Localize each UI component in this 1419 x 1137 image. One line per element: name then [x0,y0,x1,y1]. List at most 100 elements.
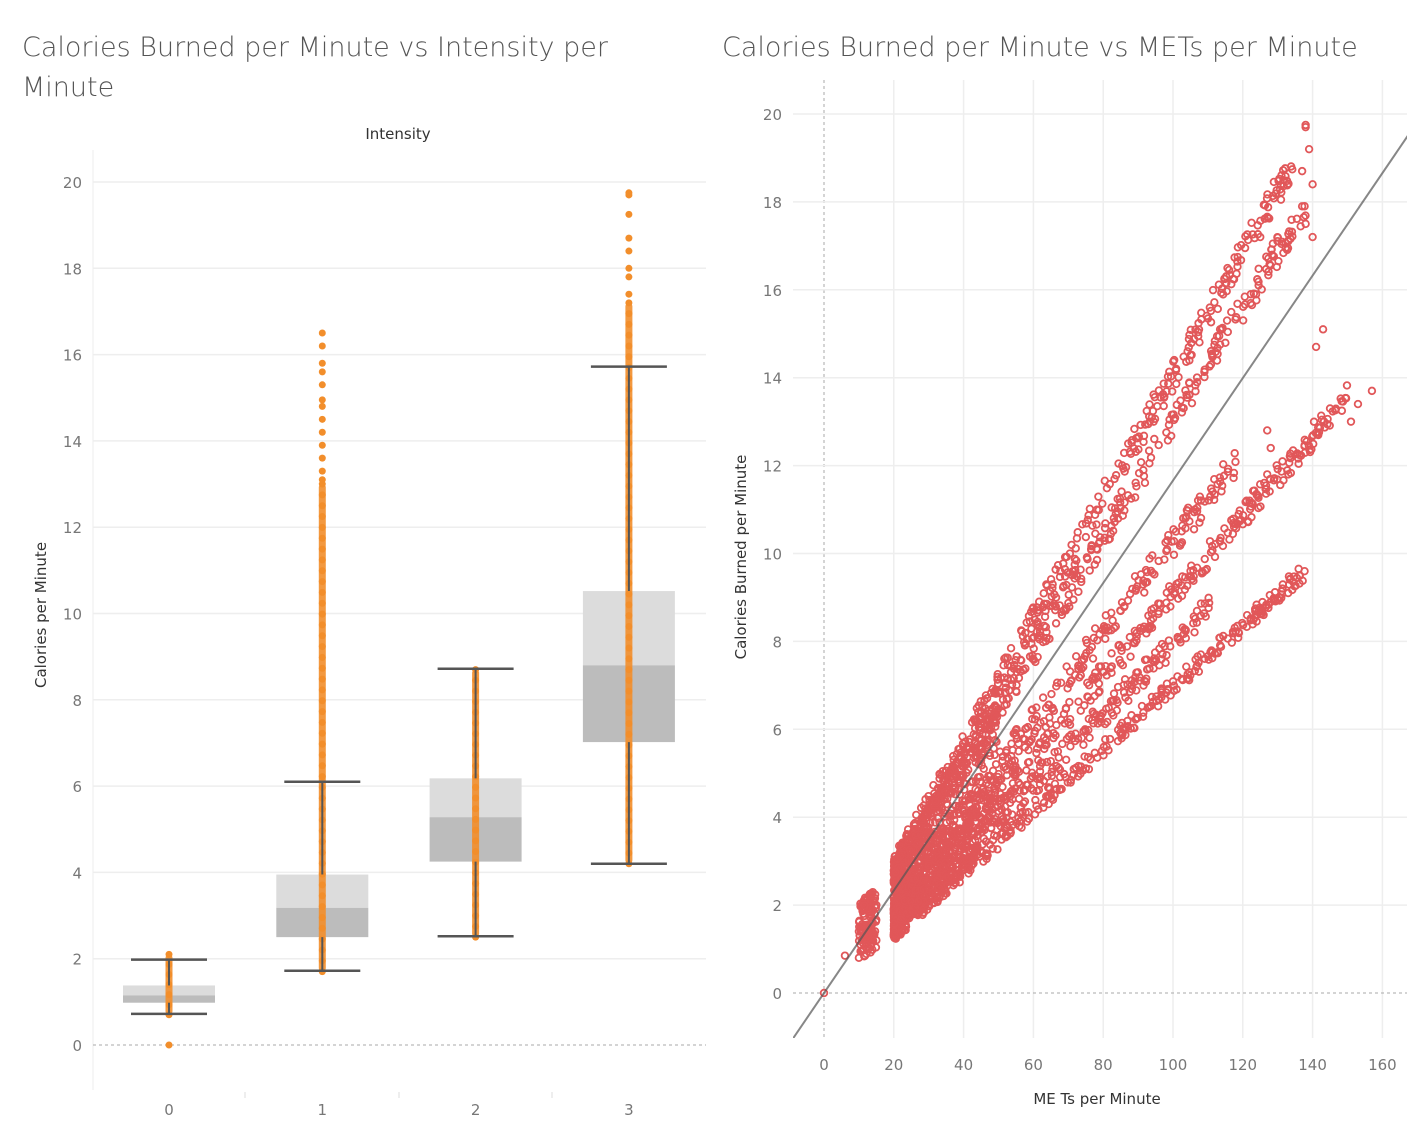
scatter-point [1200,654,1209,663]
scatter-point [1108,616,1117,625]
scatter-point [1095,537,1104,546]
scatter-point [1085,504,1095,513]
scatter-point [1160,392,1169,401]
right-y-tick: 4 [772,809,782,827]
data-point [318,924,326,932]
scatter-point [1162,688,1171,697]
scatter-point [1169,550,1179,559]
scatter-point [1261,484,1271,494]
scatter-point [1269,476,1279,485]
left-x-tick: 1 [318,1101,328,1119]
scatter-point [1131,586,1140,595]
scatter-point [1189,619,1198,628]
scatter-point [1210,298,1219,307]
scatter-point [1315,423,1325,433]
scatter-point [1185,390,1194,399]
scatter-point [1020,797,1030,806]
scatter-point [986,723,996,733]
scatter-point [1127,680,1137,690]
scatter-point [1219,460,1228,469]
scatter-point [1168,387,1177,396]
scatter-point [1058,739,1067,749]
scatter-point [1192,563,1202,573]
scatter-point [1123,491,1133,500]
scatter-point [1057,607,1066,617]
scatter-point [982,802,992,811]
scatter-point [1100,626,1110,635]
scatter-point [872,900,881,910]
scatter-point [1099,622,1109,631]
scatter-point [951,865,961,875]
scatter-point [1056,678,1066,688]
scatter-point [958,762,967,772]
scatter-point [860,901,869,910]
scatter-point [1132,482,1141,491]
scatter-point [1195,518,1204,527]
data-point [472,837,480,845]
scatter-point [988,835,998,845]
scatter-point [907,880,917,889]
scatter-point [1032,748,1041,758]
data-point [472,826,480,834]
scatter-point [896,852,905,861]
scatter-point [951,758,961,767]
scatter-point [1090,691,1099,701]
scatter-point [1238,620,1248,630]
scatter-point [1014,739,1023,748]
scatter-point [1126,652,1135,661]
scatter-point [1065,697,1074,707]
scatter-point [1036,718,1045,727]
scatter-point [1250,613,1259,622]
scatter-point [1093,636,1102,645]
scatter-point [854,927,864,936]
scatter-point [1034,785,1044,795]
scatter-point [1159,401,1168,411]
right-x-axis-label: ME Ts per Minute [1033,1090,1160,1108]
data-point [318,686,326,694]
scatter-point [1049,706,1059,716]
data-point [318,545,326,553]
scatter-point [933,896,942,906]
scatter-point [1031,657,1040,667]
scatter-point [1051,619,1061,628]
scatter-point [1169,589,1179,599]
scatter-point [911,878,921,887]
scatter-point [1125,447,1135,456]
left-y-tick: 18 [63,260,82,278]
scatter-point [1201,612,1210,621]
right-x-tick: 160 [1368,1056,1397,1074]
scatter-point [819,988,829,998]
outlier-point [625,189,633,197]
data-point [318,913,326,921]
scatter-point [1045,719,1055,728]
data-point [318,502,326,510]
scatter-point [1318,325,1328,334]
left-y-tick: 10 [63,606,82,624]
scatter-point [1159,379,1168,388]
scatter-point [1149,390,1158,399]
right-y-tick: 12 [763,458,782,476]
scatter-point [1297,202,1307,211]
scatter-point [1020,735,1030,744]
data-point [625,612,633,620]
scatter-point [896,915,906,924]
outlier-point [318,368,326,376]
scatter-point [978,730,987,739]
scatter-point [1055,572,1065,582]
scatter-point [1110,474,1119,484]
scatter-point [1006,644,1016,653]
scatter-point [957,771,966,780]
scatter-point [1021,639,1030,648]
scatter-point [1225,535,1234,544]
data-point [625,320,633,328]
scatter-point [1169,681,1179,690]
scatter-point [1123,680,1132,689]
scatter-point [1190,505,1200,514]
scatter-point [1092,505,1102,514]
scatter-point [1255,480,1265,489]
scatter-point [1142,665,1152,674]
scatter-point [1284,470,1293,479]
data-point [318,567,326,575]
scatter-point [1070,554,1080,564]
scatter-point [948,751,958,761]
